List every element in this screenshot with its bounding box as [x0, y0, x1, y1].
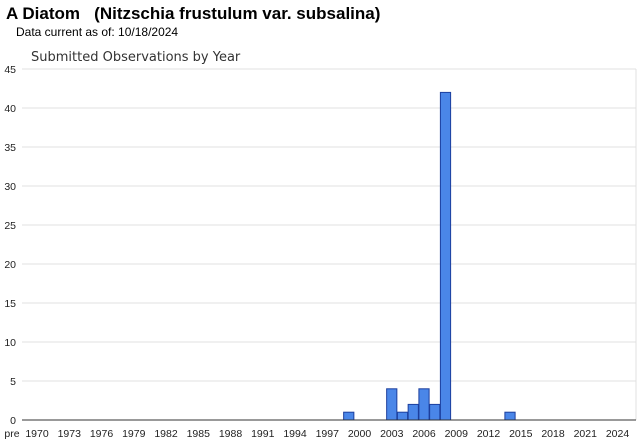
bar-1999	[343, 411, 355, 421]
x-tick-label: 1976	[90, 428, 114, 440]
y-tick-label: 20	[4, 259, 16, 271]
x-tick-label: 1982	[154, 428, 178, 440]
bar-2003	[386, 388, 398, 421]
x-tick-label: 1979	[122, 428, 146, 440]
y-tick-label: 25	[4, 220, 16, 232]
bar-2014	[504, 411, 516, 421]
x-tick-label: pre	[4, 428, 19, 440]
x-tick-label: 2003	[380, 428, 404, 440]
y-tick-label: 40	[4, 103, 16, 115]
y-tick-label: 30	[4, 181, 16, 193]
x-tick-label: 1994	[283, 428, 307, 440]
data-current-date: Data current as of: 10/18/2024	[16, 25, 179, 39]
bar-2007	[429, 403, 441, 421]
bar-2004	[396, 411, 409, 421]
x-tick-label: 2012	[477, 428, 501, 440]
bar-2006	[418, 388, 430, 421]
x-tick-label: 1973	[58, 428, 82, 440]
x-tick-label: 2009	[445, 428, 469, 440]
x-tick-label: 1988	[219, 428, 243, 440]
x-tick-label: 2021	[574, 428, 598, 440]
x-tick-label: 1970	[25, 428, 49, 440]
y-tick-label: 10	[4, 337, 16, 349]
bar-2005	[407, 403, 419, 421]
x-tick-label: 1997	[316, 428, 340, 440]
x-tick-label: 1985	[187, 428, 211, 440]
x-tick-label: 2018	[541, 428, 565, 440]
x-tick-label: 2000	[348, 428, 372, 440]
y-tick-label: 35	[4, 142, 16, 154]
y-tick-label: 15	[4, 298, 16, 310]
page-title: A Diatom (Nitzschia frustulum var. subsa…	[6, 4, 381, 23]
x-tick-label: 1991	[251, 428, 275, 440]
bar-2008	[439, 91, 452, 421]
y-tick-label: 0	[10, 415, 16, 427]
chart-title: Submitted Observations by Year	[31, 50, 241, 65]
y-tick-label: 5	[10, 376, 16, 388]
y-tick-label: 45	[4, 64, 16, 76]
x-tick-label: 2006	[412, 428, 436, 440]
x-tick-label: 2024	[606, 428, 630, 440]
x-tick-label: 2015	[509, 428, 533, 440]
